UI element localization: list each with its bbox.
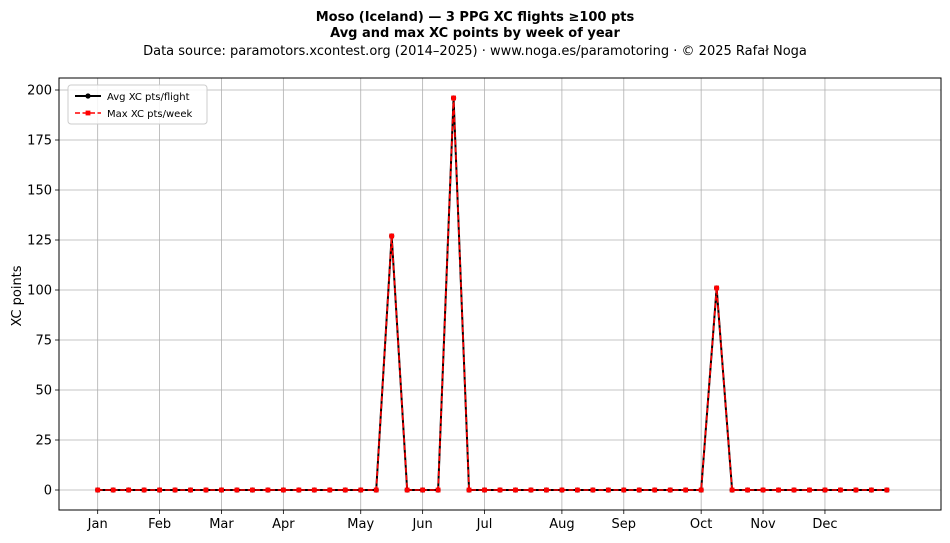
data-point-max	[172, 487, 178, 493]
data-point-max	[729, 487, 735, 493]
data-point-max	[838, 487, 843, 493]
y-tick-label: 175	[27, 134, 52, 149]
legend-box	[67, 84, 208, 125]
x-tick-label: Jun	[411, 517, 432, 532]
data-point-max	[280, 487, 286, 493]
data-point-max	[884, 487, 890, 493]
data-point-max	[621, 487, 627, 493]
data-point-max	[404, 487, 410, 493]
data-point-max	[389, 233, 395, 239]
data-point-max	[265, 487, 271, 493]
data-point-max	[574, 487, 580, 493]
legend: Avg XC pts/flight Max XC pts/week	[67, 84, 208, 125]
legend-label-max: Max XC pts/week	[107, 109, 192, 120]
legend-marker-max	[85, 110, 91, 116]
data-point-max	[513, 487, 518, 493]
data-point-max	[791, 487, 797, 493]
chart-source: Data source: paramotors.xcontest.org (20…	[143, 44, 807, 59]
data-point-max	[868, 487, 874, 493]
data-point-max	[590, 487, 596, 493]
data-point-max	[110, 487, 116, 493]
data-point-max	[482, 487, 487, 493]
y-tick-label: 200	[27, 84, 52, 99]
data-point-max	[636, 487, 642, 493]
data-point-max	[807, 487, 812, 493]
x-tick-label: Aug	[549, 517, 574, 532]
x-tick-label: Dec	[812, 517, 837, 532]
data-point-max	[311, 487, 317, 493]
chart-subtitle: Avg and max XC points by week of year	[330, 26, 620, 41]
y-tick-label: 75	[35, 334, 52, 349]
data-point-max	[126, 487, 132, 493]
data-point-max	[698, 487, 704, 493]
data-point-max	[296, 487, 302, 493]
x-tick-label: Sep	[612, 517, 637, 532]
data-point-max	[373, 487, 379, 493]
data-point-max	[745, 487, 750, 493]
x-tick-label: Jul	[476, 517, 493, 532]
plot-frame	[58, 77, 942, 511]
legend-marker-avg	[85, 93, 91, 99]
data-point-max	[652, 487, 658, 493]
data-point-max	[157, 487, 162, 493]
data-point-max	[342, 487, 348, 493]
data-point-max	[760, 487, 766, 493]
data-point-max	[420, 487, 426, 493]
data-point-max	[497, 487, 503, 493]
x-tick-label: Jan	[87, 517, 108, 532]
data-point-max	[95, 487, 101, 493]
legend-label-avg: Avg XC pts/flight	[107, 92, 190, 103]
data-point-max	[466, 487, 472, 493]
y-tick-label: 25	[35, 434, 52, 449]
data-point-max	[528, 487, 534, 493]
data-point-max	[219, 487, 224, 493]
data-point-max	[853, 487, 859, 493]
grid	[59, 78, 941, 510]
x-tick-label: Mar	[209, 517, 234, 532]
y-tick-label: 0	[44, 484, 52, 499]
series-line-avg	[97, 97, 887, 491]
data-point-max	[605, 487, 611, 493]
axis-ticks: 0 25 50 75 100 125 150 175 200 Jan Feb Mar Apr May Jun…	[27, 84, 837, 533]
data-point-max	[327, 487, 333, 493]
x-tick-label: May	[347, 517, 374, 532]
x-tick-label: Apr	[272, 517, 295, 532]
x-tick-label: Oct	[690, 517, 712, 532]
data-point-max	[776, 487, 781, 493]
y-axis-label: XC points	[10, 265, 25, 326]
data-point-max	[559, 487, 565, 493]
data-point-max	[667, 487, 673, 493]
data-point-max	[822, 487, 828, 493]
data-point-max	[358, 487, 364, 493]
data-point-max	[435, 487, 441, 493]
y-tick-label: 150	[27, 184, 52, 199]
data-point-max	[141, 487, 147, 493]
series-line-max	[97, 97, 887, 491]
y-tick-label: 125	[27, 234, 52, 249]
series-layer	[95, 95, 890, 493]
data-point-max	[683, 487, 689, 493]
x-tick-label: Nov	[750, 517, 776, 532]
y-tick-label: 100	[27, 284, 52, 299]
chart-title: Moso (Iceland) — 3 PPG XC flights ≥100 p…	[316, 10, 635, 25]
data-point-max	[203, 487, 209, 493]
data-point-max	[250, 487, 255, 493]
x-tick-label: Feb	[148, 517, 171, 532]
y-tick-label: 50	[35, 384, 52, 399]
data-point-max	[544, 487, 549, 493]
data-point-max	[451, 95, 456, 101]
data-point-max	[188, 487, 193, 493]
data-point-max	[234, 487, 240, 493]
data-point-max	[714, 285, 720, 291]
